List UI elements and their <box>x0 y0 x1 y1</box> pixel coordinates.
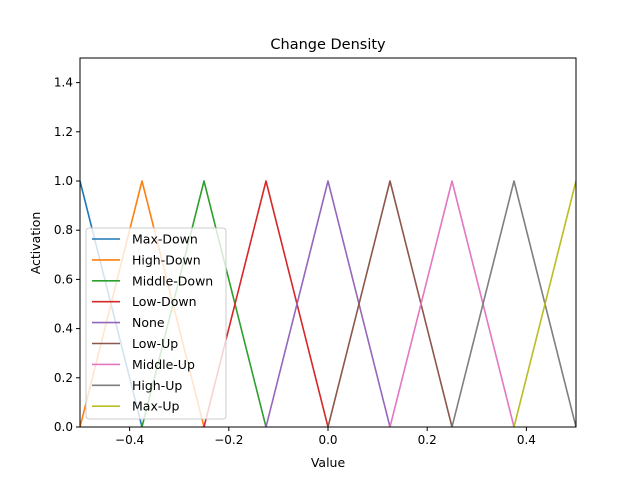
x-tick-label: −0.2 <box>214 433 243 447</box>
x-tick-label: 0.0 <box>318 433 337 447</box>
y-tick-label: 1.4 <box>54 76 73 90</box>
series-line-max-up <box>513 180 576 427</box>
legend-label: Low-Down <box>132 294 197 309</box>
y-tick-label: 0.0 <box>54 420 73 434</box>
series-line-middle-up <box>389 180 515 427</box>
y-axis: 0.0 0.2 0.4 0.6 0.8 1.0 1.2 1.4 <box>54 76 80 434</box>
legend-label: Max-Down <box>132 232 198 247</box>
legend-label: Low-Up <box>132 336 178 351</box>
x-tick-label: 0.2 <box>418 433 437 447</box>
x-axis: −0.4 −0.2 0.0 0.2 0.4 <box>115 427 536 447</box>
legend-label: None <box>132 315 165 330</box>
x-tick-label: −0.4 <box>115 433 144 447</box>
legend-label: High-Up <box>132 378 182 393</box>
y-axis-label: Activation <box>28 212 43 275</box>
y-tick-label: 0.6 <box>54 272 73 286</box>
legend: Max-Down High-Down Middle-Down Low-Down None… <box>85 227 227 420</box>
y-tick-label: 0.8 <box>54 223 73 237</box>
x-tick-label: 0.4 <box>517 433 536 447</box>
y-tick-label: 1.0 <box>54 174 73 188</box>
legend-label: Max-Up <box>132 399 180 414</box>
legend-label: High-Down <box>132 252 201 267</box>
y-tick-label: 0.4 <box>54 322 73 336</box>
legend-label: Middle-Down <box>132 273 213 288</box>
y-tick-label: 0.2 <box>54 371 73 385</box>
series-line-none <box>265 180 391 427</box>
chart-title: Change Density <box>270 37 386 53</box>
series-line-low-up <box>327 180 453 427</box>
x-axis-label: Value <box>311 455 346 470</box>
y-tick-label: 1.2 <box>54 125 73 139</box>
series-line-high-up <box>451 180 576 427</box>
legend-label: Middle-Up <box>132 357 195 372</box>
legend-box <box>85 227 227 420</box>
